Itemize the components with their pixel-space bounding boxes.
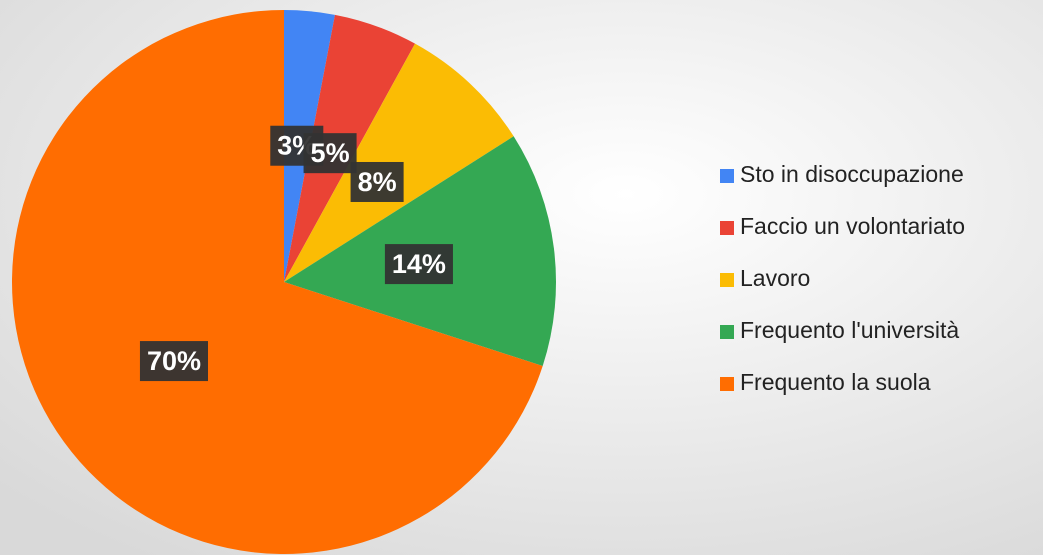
data-label: 8% <box>350 161 404 202</box>
label-box <box>139 341 208 382</box>
legend-label: Faccio un volontariato <box>740 213 965 239</box>
legend-swatch <box>720 377 734 391</box>
data-label: 14% <box>384 244 453 285</box>
label-box <box>384 244 453 285</box>
label-text: 5% <box>311 138 350 168</box>
label-box <box>350 161 404 202</box>
label-box <box>303 133 357 174</box>
label-text: 14% <box>392 249 446 279</box>
label-text: 8% <box>358 167 397 197</box>
legend-swatch <box>720 325 734 339</box>
data-label: 70% <box>139 341 208 382</box>
legend-swatch <box>720 273 734 287</box>
pie-slice <box>12 10 543 554</box>
label-text: 70% <box>147 346 201 376</box>
legend-label: Frequento la suola <box>740 369 931 395</box>
legend-label: Sto in disoccupazione <box>740 161 964 187</box>
legend-swatch <box>720 221 734 235</box>
data-label: 5% <box>303 133 357 174</box>
legend-swatch <box>720 169 734 183</box>
legend-label: Lavoro <box>740 265 810 291</box>
legend-label: Frequento l'università <box>740 317 959 343</box>
